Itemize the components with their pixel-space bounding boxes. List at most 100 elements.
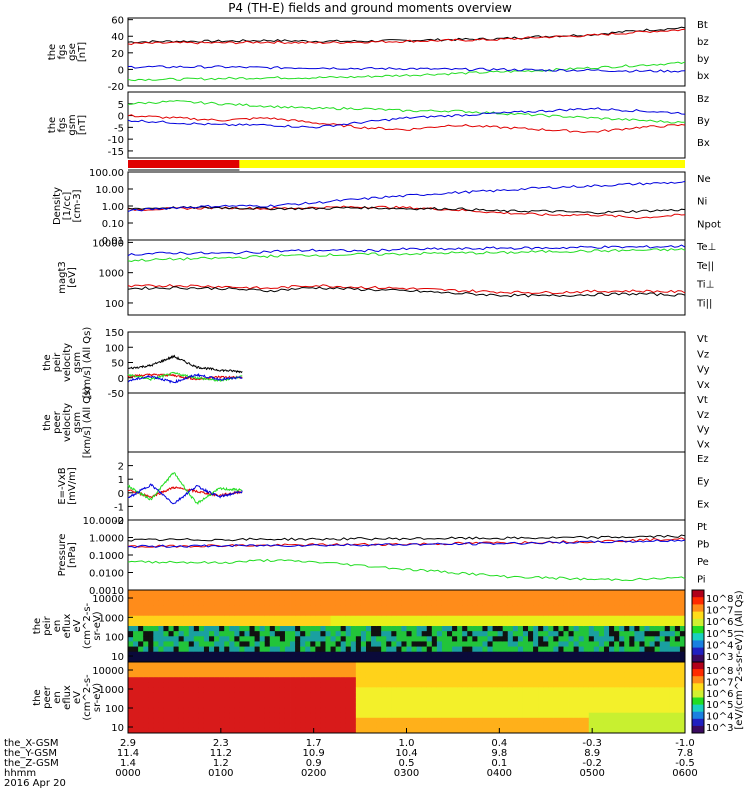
heatmap-cell [300, 677, 306, 683]
colorbar-cell [692, 608, 704, 611]
colorbar-cell [692, 636, 704, 640]
heatmap-cell [598, 595, 605, 601]
heatmap-cell [188, 687, 195, 693]
heatmap-cell [259, 590, 266, 596]
y-axis-label: gsm [72, 352, 83, 373]
heatmap-cell [138, 717, 144, 724]
heatmap-cell [168, 722, 174, 729]
heatmap-cell [168, 590, 174, 596]
heatmap-cell [381, 615, 387, 622]
heatmap-cell [573, 677, 580, 683]
heatmap-cell [219, 636, 225, 642]
heatmap-cell [259, 656, 266, 663]
colorbar-cell [692, 709, 704, 713]
heatmap-cell [629, 656, 635, 663]
heatmap-cell [507, 641, 514, 647]
heatmap-cell [158, 677, 164, 683]
heatmap-cell [492, 636, 499, 642]
heatmap-cell [360, 656, 367, 663]
heatmap-cell [603, 677, 610, 683]
heatmap-cell [426, 717, 433, 724]
heatmap-cell [538, 595, 544, 601]
heatmap-cell [614, 595, 620, 601]
heatmap-cell [315, 662, 321, 668]
heatmap-cell [624, 682, 630, 688]
heatmap-cell [330, 697, 337, 703]
heatmap-cell [244, 727, 250, 734]
heatmap-cell [355, 631, 362, 637]
heatmap-cell [492, 707, 499, 714]
heatmap-cell [290, 646, 296, 653]
heatmap-cell [517, 626, 524, 632]
heatmap-cell [158, 672, 164, 678]
heatmap-cell [659, 651, 666, 658]
heatmap-cell [568, 620, 574, 627]
heatmap-cell [279, 636, 286, 642]
heatmap-cell [198, 636, 205, 642]
heatmap-cell [163, 667, 169, 673]
heatmap-cell [168, 636, 174, 642]
heatmap-cell [644, 641, 650, 647]
heatmap-cell [674, 595, 681, 601]
heatmap-cell [512, 641, 519, 647]
heatmap-cell [133, 702, 139, 709]
heatmap-cell [183, 595, 190, 601]
heatmap-cell [659, 636, 666, 642]
heatmap-cell [386, 727, 392, 734]
heatmap-cell [654, 702, 661, 709]
heatmap-cell [371, 707, 377, 714]
heatmap-cell [533, 620, 539, 627]
heatmap-cell [158, 697, 164, 703]
heatmap-cell [654, 646, 661, 653]
heatmap-cell [396, 590, 402, 596]
heatmap-cell [492, 687, 499, 693]
heatmap-cell [239, 672, 245, 678]
heatmap-cell [472, 727, 478, 734]
heatmap-cell [558, 677, 564, 683]
heatmap-cell [441, 667, 448, 673]
heatmap-cell [528, 722, 534, 729]
heatmap-cell [482, 636, 488, 642]
heatmap-cell [138, 707, 144, 714]
heatmap-cell [173, 646, 180, 653]
heatmap-cell [290, 600, 296, 606]
heatmap-cell [664, 590, 671, 596]
heatmap-cell [148, 722, 154, 729]
heatmap-cell [386, 662, 392, 668]
heatmap-cell [452, 626, 458, 632]
heatmap-cell [406, 677, 412, 683]
heatmap-cell [583, 722, 590, 729]
heatmap-cell [300, 702, 306, 709]
heatmap-cell [234, 626, 240, 632]
heatmap-cell [664, 672, 671, 678]
heatmap-cell [669, 722, 676, 729]
heatmap-cell [507, 636, 514, 642]
heatmap-cell [239, 687, 245, 693]
heatmap-cell [219, 692, 225, 698]
heatmap-cell [178, 677, 185, 683]
heatmap-cell [558, 656, 564, 663]
heatmap-cell [295, 590, 301, 596]
heatmap-cell [411, 595, 418, 601]
heatmap-cell [168, 620, 174, 627]
heatmap-cell [497, 590, 504, 596]
heatmap-cell [634, 636, 640, 642]
colorbar-tick-label: 10^7 [706, 677, 733, 688]
heatmap-cell [284, 712, 291, 719]
heatmap-cell [330, 605, 337, 611]
heatmap-cell [457, 641, 463, 647]
heatmap-cell [128, 610, 134, 617]
heatmap-cell [284, 722, 291, 729]
heatmap-cell [290, 605, 296, 611]
heatmap-cell [391, 687, 397, 693]
heatmap-cell [517, 636, 524, 642]
heatmap-cell [477, 687, 483, 693]
heatmap-cell [609, 707, 615, 714]
heatmap-cell [133, 682, 139, 688]
heatmap-cell [325, 636, 331, 642]
heatmap-cell [522, 702, 529, 709]
heatmap-cell [619, 590, 625, 596]
heatmap-cell [386, 610, 392, 617]
heatmap-cell [153, 610, 159, 617]
